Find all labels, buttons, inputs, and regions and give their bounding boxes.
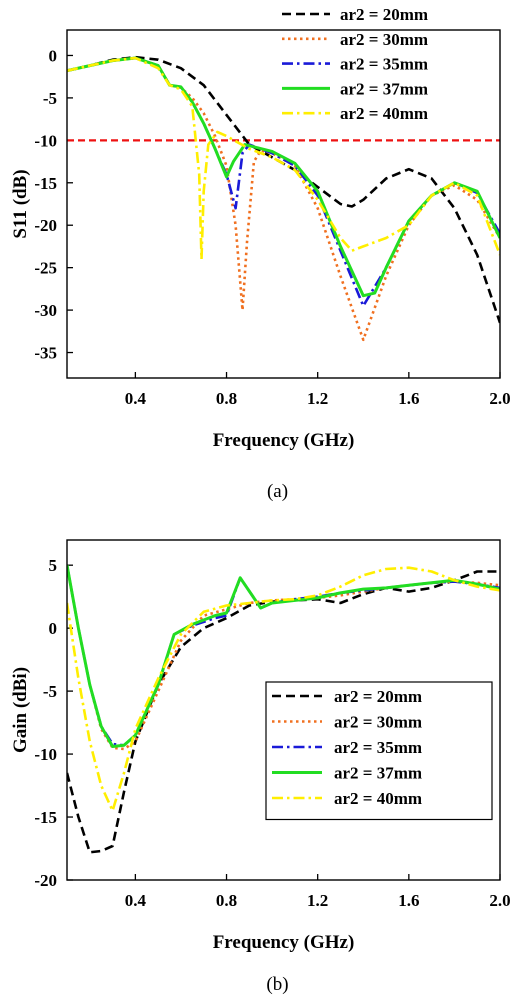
x-tick-label: 2.0	[489, 389, 510, 408]
y-axis-label: S11 (dB)	[10, 169, 31, 238]
series-line-ar2-37mm	[67, 56, 500, 298]
panel-caption: (b)	[266, 974, 288, 995]
legend-label: ar2 = 37mm	[334, 764, 422, 783]
chart-panel-a: 0.4 0.8 1.2 1.6 2.0 0 -5 -10 -15 -20 -25 -30 -35 ar2 …	[10, 5, 511, 502]
x-axis-label: Frequency (GHz)	[213, 932, 355, 953]
series-line-ar2-37mm	[67, 564, 500, 748]
series-line-ar2-40mm	[67, 566, 500, 812]
x-tick-label: 1.2	[307, 389, 328, 408]
y-tick-label: -15	[34, 174, 57, 193]
y-tick-label: -10	[34, 131, 57, 150]
y-tick-label: -20	[34, 871, 57, 890]
legend-label: ar2 = 35mm	[334, 738, 422, 757]
series-line-ar2-20mm	[67, 55, 500, 324]
y-tick-label: -25	[34, 259, 57, 278]
y-tick-label: 0	[49, 619, 58, 638]
x-tick-label: 0.8	[216, 891, 237, 910]
y-tick-label: 0	[49, 46, 58, 65]
legend-label: ar2 = 35mm	[340, 55, 428, 74]
legend-label: ar2 = 37mm	[340, 79, 428, 98]
legend-label: ar2 = 40mm	[340, 104, 428, 123]
x-tick-label: 1.2	[307, 891, 328, 910]
chart-panel-b: 0.4 0.8 1.2 1.6 2.0 5 0 -5 -10 -15 -20 ar2 = 20mm ar…	[10, 539, 511, 995]
x-tick-label: 0.8	[216, 389, 237, 408]
y-tick-label: -5	[43, 89, 57, 108]
y-tick-label: 5	[49, 556, 58, 575]
x-tick-label: 1.6	[398, 891, 419, 910]
x-tick-label: 2.0	[489, 891, 510, 910]
y-tick-label: -35	[34, 344, 57, 363]
plot-frame	[66, 539, 501, 881]
legend-label: ar2 = 40mm	[334, 789, 422, 808]
series-line-ar2-30mm	[67, 56, 500, 342]
y-axis-label: Gain (dBi)	[10, 667, 31, 753]
y-tick-label: -20	[34, 216, 57, 235]
y-tick-label: -5	[43, 682, 57, 701]
series-line-ar2-40mm	[67, 56, 500, 261]
x-tick-label: 0.4	[125, 891, 147, 910]
legend-box	[265, 681, 493, 821]
x-tick-label: 1.6	[398, 389, 419, 408]
y-tick-label: -15	[34, 808, 57, 827]
legend-label: ar2 = 20mm	[334, 687, 422, 706]
legend-label: ar2 = 30mm	[340, 30, 428, 49]
legend-label: ar2 = 20mm	[340, 5, 428, 24]
y-tick-label: -30	[34, 301, 57, 320]
panel-caption: (a)	[267, 481, 288, 502]
y-tick-label: -10	[34, 745, 57, 764]
plot-frame	[66, 29, 501, 379]
x-tick-label: 0.4	[125, 389, 147, 408]
x-axis-label: Frequency (GHz)	[213, 430, 355, 451]
legend-label: ar2 = 30mm	[334, 713, 422, 732]
series-line-ar2-20mm	[67, 570, 500, 854]
